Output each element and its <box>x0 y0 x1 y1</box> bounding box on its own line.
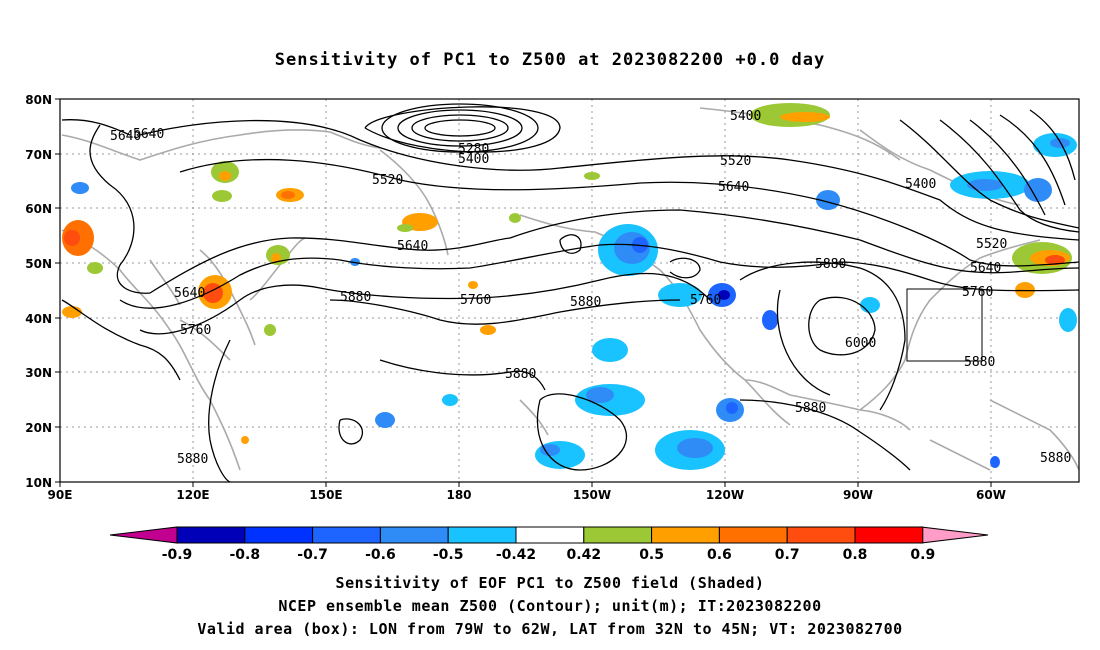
lon-label: 150W <box>573 488 611 502</box>
contour-label: 5640 <box>110 129 141 144</box>
colorbar-label: -0.7 <box>297 547 328 563</box>
lat-label: 60N <box>25 202 52 216</box>
colorbar-label: 0.7 <box>775 547 800 563</box>
lon-label: 90W <box>843 488 873 502</box>
colorbar-labels: -0.9 -0.8 -0.7 -0.6 -0.5 -0.42 0.42 0.5 0.6 0.7 0.… <box>162 547 936 563</box>
colorbar-label: -0.9 <box>162 547 193 563</box>
colorbar-segment <box>447 526 517 544</box>
colorbar-label: -0.6 <box>365 547 396 563</box>
lat-label: 20N <box>25 421 52 435</box>
colorbar-label: 0.42 <box>567 547 602 563</box>
longitude-labels: 90E 120E 150E 180 150W 120W 90W 60W <box>48 488 1006 502</box>
colorbar-segments <box>176 526 924 544</box>
contour-label: 5640 <box>718 180 749 195</box>
colorbar-segment <box>718 526 788 544</box>
contour-label: 5880 <box>795 401 826 416</box>
lat-label: 30N <box>25 366 52 380</box>
valid-area-box <box>906 288 983 362</box>
contour-labels: 5400 5280 5400 5520 5640 5640 5640 5760 … <box>110 109 1071 467</box>
lat-label: 10N <box>25 476 52 490</box>
contour-label: 5880 <box>964 355 995 370</box>
contour-label: 5880 <box>815 257 846 272</box>
contour-label: 5640 <box>133 127 164 142</box>
contour-label: 5640 <box>970 261 1001 276</box>
caption-line-1: Sensitivity of EOF PC1 to Z500 field (Sh… <box>335 574 765 592</box>
colorbar-segment <box>651 526 720 544</box>
lon-label: 90E <box>48 488 73 502</box>
contour-label: 5400 <box>458 152 489 167</box>
contour-label: 5520 <box>372 173 403 188</box>
contour-label: 5520 <box>720 154 751 169</box>
contour-label: 5760 <box>460 293 491 308</box>
colorbar: -0.9 -0.8 -0.7 -0.6 -0.5 -0.42 0.42 0.5 0.6 0.7 0.… <box>109 526 989 563</box>
lat-label: 40N <box>25 312 52 326</box>
colorbar-segment <box>583 526 653 544</box>
contour-label: 5400 <box>905 177 936 192</box>
lat-label: 80N <box>25 93 52 107</box>
map-title: Sensitivity of PC1 to Z500 at 2023082200… <box>274 50 826 70</box>
gridlines <box>60 99 1079 482</box>
contour-label: 6000 <box>845 336 876 351</box>
lat-label: 50N <box>25 257 52 271</box>
lon-label: 180 <box>446 488 471 502</box>
z500-contours <box>61 103 1080 483</box>
colorbar-segment <box>515 526 585 544</box>
caption-line-2: NCEP ensemble mean Z500 (Contour); unit(… <box>278 597 822 615</box>
colorbar-label: -0.8 <box>229 547 260 563</box>
contour-label: 5760 <box>180 323 211 338</box>
contour-label: 5760 <box>690 293 721 308</box>
contour-label: 5520 <box>976 237 1007 252</box>
negative-sensitivity-shading <box>71 133 1077 470</box>
colorbar-label: -0.5 <box>433 547 464 563</box>
lon-label: 60W <box>976 488 1006 502</box>
lat-label: 70N <box>25 148 52 162</box>
colorbar-label: 0.5 <box>639 547 664 563</box>
contour-label: 5880 <box>177 452 208 467</box>
colorbar-label: -0.42 <box>496 547 536 563</box>
axis-ticks <box>55 98 992 487</box>
colorbar-label: 0.8 <box>843 547 868 563</box>
contour-label: 5880 <box>340 290 371 305</box>
contour-label: 5760 <box>962 285 993 300</box>
contour-label: 5640 <box>397 239 428 254</box>
contour-label: 5880 <box>505 367 536 382</box>
colorbar-segment <box>786 526 856 544</box>
colorbar-label: 0.6 <box>707 547 732 563</box>
contour-label: 5640 <box>174 286 205 301</box>
colorbar-label: 0.9 <box>910 547 935 563</box>
map-border <box>59 98 1080 483</box>
contour-label: 5280 <box>458 142 489 157</box>
colorbar-segment <box>176 526 246 544</box>
lon-label: 120E <box>176 488 209 502</box>
colorbar-segment <box>379 526 449 544</box>
colorbar-segment <box>244 526 314 544</box>
contour-label: 5880 <box>570 295 601 310</box>
colorbar-segment <box>312 526 381 544</box>
contour-label: 5880 <box>1040 451 1071 466</box>
colorbar-left-arrow <box>109 526 178 544</box>
colorbar-right-arrow <box>920 526 989 544</box>
caption-line-3: Valid area (box): LON from 79W to 62W, L… <box>197 620 903 638</box>
colorbar-segment <box>854 526 924 544</box>
latitude-labels: 80N 70N 60N 50N 40N 30N 20N 10N <box>25 93 52 490</box>
lon-label: 120W <box>706 488 744 502</box>
lon-label: 150E <box>309 488 342 502</box>
contour-label: 5400 <box>730 109 761 124</box>
